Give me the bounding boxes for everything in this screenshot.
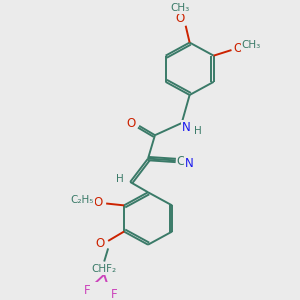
Text: O: O: [234, 42, 243, 55]
Text: H: H: [116, 174, 124, 184]
Text: CH₃: CH₃: [242, 40, 261, 50]
Text: O: O: [94, 196, 103, 209]
Text: O: O: [127, 116, 136, 130]
Text: CHF₂: CHF₂: [92, 264, 117, 274]
Text: CH₃: CH₃: [170, 3, 189, 13]
Text: O: O: [175, 12, 184, 25]
Text: C₂H₅: C₂H₅: [71, 195, 94, 205]
Text: H: H: [194, 125, 201, 136]
Text: O: O: [96, 237, 105, 250]
Text: F: F: [84, 284, 91, 297]
Text: N: N: [185, 157, 194, 170]
Text: C: C: [177, 155, 185, 168]
Text: F: F: [111, 288, 117, 300]
Text: N: N: [182, 121, 191, 134]
